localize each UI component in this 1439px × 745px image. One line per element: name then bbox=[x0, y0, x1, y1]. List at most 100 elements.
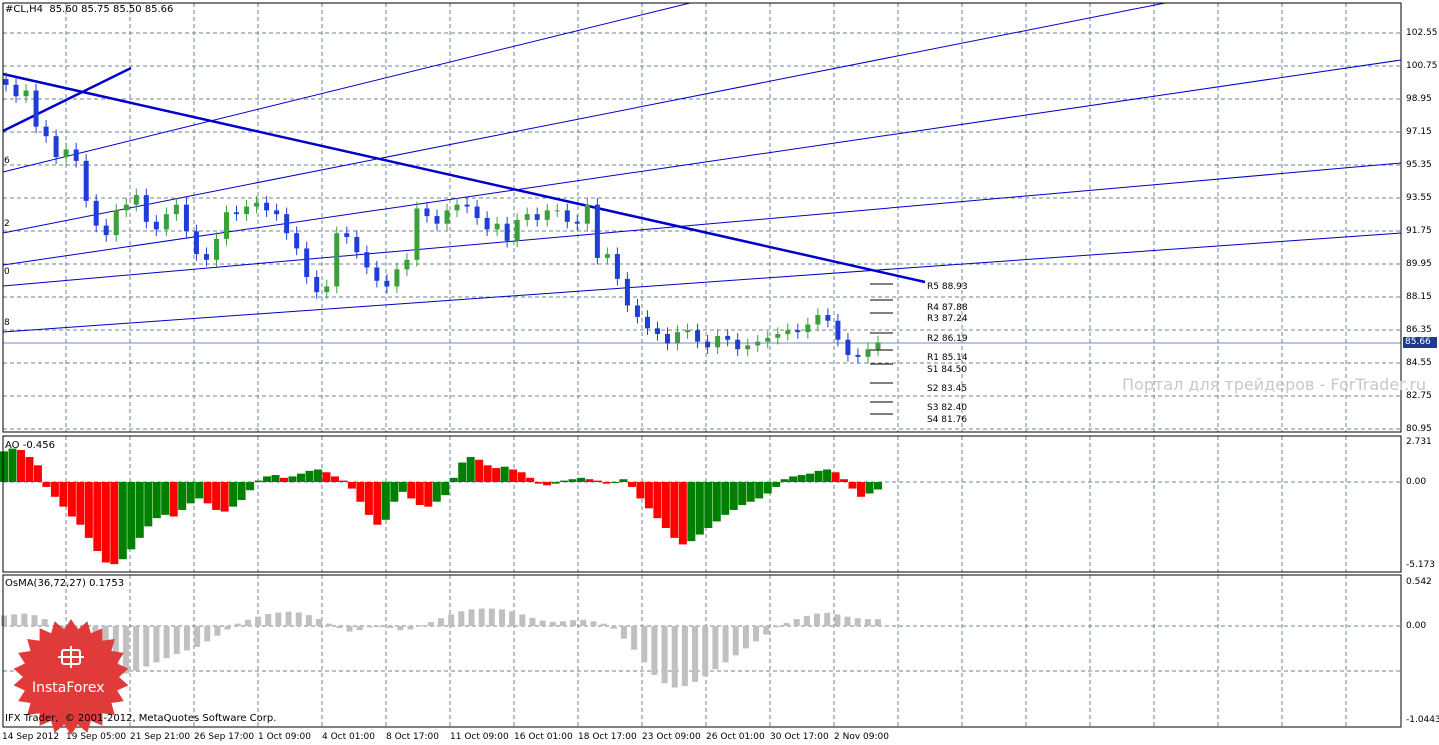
ao-title: AO -0.456 bbox=[5, 440, 55, 451]
osma-bar bbox=[112, 626, 119, 675]
candle-body bbox=[23, 90, 29, 97]
osma-axis-tick: 0.00 bbox=[1406, 621, 1427, 631]
short-uptrend-line bbox=[2, 66, 132, 133]
candle-body bbox=[484, 217, 490, 230]
candle-body bbox=[875, 342, 881, 350]
osma-bar bbox=[641, 626, 648, 663]
fib-label: 8 bbox=[4, 318, 10, 328]
candle-body bbox=[414, 208, 420, 260]
candle-body bbox=[324, 286, 330, 293]
osma-bar bbox=[478, 608, 485, 626]
ao-bar bbox=[356, 482, 365, 502]
pivot-label-r5: R5 88.93 bbox=[927, 282, 968, 292]
osma-bar bbox=[346, 626, 353, 632]
price-tick: 88.15 bbox=[1406, 292, 1432, 302]
osma-bar bbox=[214, 626, 221, 636]
ao-bar bbox=[661, 482, 670, 529]
ao-bar bbox=[534, 482, 543, 484]
ao-bar bbox=[585, 479, 594, 482]
osma-bar bbox=[234, 623, 241, 626]
ao-bar bbox=[627, 482, 636, 487]
candle-body bbox=[504, 223, 510, 241]
candle-body bbox=[93, 200, 99, 226]
current-price-tag: 85.66 bbox=[1403, 337, 1437, 348]
ao-bar bbox=[330, 476, 339, 482]
osma-bar bbox=[824, 612, 831, 626]
ao-bar bbox=[865, 482, 874, 494]
pivot-label-r2: R2 86.19 bbox=[927, 334, 968, 344]
osma-bar bbox=[854, 618, 861, 626]
osma-bar bbox=[407, 626, 414, 630]
ao-bar bbox=[93, 482, 102, 552]
ao-bar bbox=[373, 482, 382, 525]
osma-bar bbox=[326, 623, 333, 626]
candle-body bbox=[113, 210, 119, 236]
logo-emblem-icon bbox=[58, 646, 84, 668]
candle-body bbox=[544, 210, 550, 220]
ao-bar bbox=[280, 477, 289, 482]
candle-body bbox=[624, 278, 630, 306]
candle-body bbox=[143, 195, 149, 222]
time-tick: 21 Sep 21:00 bbox=[130, 732, 191, 742]
osma-bar bbox=[620, 626, 627, 639]
candle-body bbox=[153, 221, 159, 230]
ao-bar bbox=[220, 482, 229, 512]
trend-layer[interactable] bbox=[2, 2, 1402, 344]
candle-body bbox=[835, 320, 841, 340]
osma-bar bbox=[559, 621, 566, 626]
osma-bar bbox=[570, 620, 577, 626]
candle-body bbox=[284, 214, 290, 234]
ao-bar bbox=[593, 480, 602, 482]
candle-body bbox=[865, 349, 871, 357]
osma-bar bbox=[661, 626, 668, 684]
candle-body bbox=[815, 315, 821, 325]
panel-borders bbox=[2, 2, 1402, 728]
osma-bar bbox=[702, 626, 709, 677]
candle-body bbox=[765, 337, 771, 342]
ao-bar bbox=[712, 482, 721, 522]
osma-bar bbox=[539, 620, 546, 626]
osma-bar bbox=[834, 614, 841, 626]
candle-body bbox=[735, 339, 741, 350]
ao-bar bbox=[16, 449, 25, 482]
ao-bar bbox=[840, 479, 849, 482]
ao-bar bbox=[678, 482, 687, 545]
ao-bar bbox=[466, 456, 475, 482]
ao-bar bbox=[42, 482, 51, 487]
ao-bar bbox=[636, 482, 645, 499]
ao-bar bbox=[313, 469, 322, 482]
ao-bar bbox=[568, 479, 577, 482]
osma-bar bbox=[692, 626, 699, 682]
osma-bar bbox=[498, 609, 505, 626]
ao-bar bbox=[610, 482, 619, 483]
time-tick: 30 Oct 17:00 bbox=[770, 732, 829, 742]
ao-bar bbox=[50, 482, 59, 497]
osma-title: OsMA(36,72,27) 0.1753 bbox=[5, 578, 125, 589]
osma-bar bbox=[681, 626, 688, 687]
ao-bar bbox=[322, 472, 331, 482]
osma-bar bbox=[173, 626, 180, 654]
price-tick: 82.75 bbox=[1406, 391, 1432, 401]
candle-body bbox=[755, 341, 761, 346]
time-tick: 26 Sep 17:00 bbox=[194, 732, 255, 742]
osma-bar bbox=[122, 626, 129, 674]
pivot-label-r4: R4 87.88 bbox=[927, 303, 968, 313]
candle-body bbox=[354, 237, 360, 253]
osma-bar bbox=[21, 613, 28, 626]
ao-bar bbox=[8, 448, 17, 482]
osma-bar bbox=[722, 626, 729, 663]
ao-bar bbox=[458, 462, 467, 482]
ao-bar bbox=[432, 482, 441, 502]
ao-bar bbox=[195, 482, 204, 499]
osma-bar bbox=[31, 615, 38, 626]
ao-bar bbox=[831, 472, 840, 482]
pivot-label-s1: S1 84.50 bbox=[927, 365, 968, 375]
logo-badge-shape bbox=[13, 619, 129, 735]
candle-body bbox=[665, 334, 671, 344]
candle-body bbox=[785, 330, 791, 335]
candle-body bbox=[604, 254, 610, 258]
candle-body bbox=[584, 204, 590, 224]
candle-body bbox=[574, 221, 580, 224]
candle-body bbox=[424, 208, 430, 217]
ao-bar bbox=[492, 468, 501, 482]
